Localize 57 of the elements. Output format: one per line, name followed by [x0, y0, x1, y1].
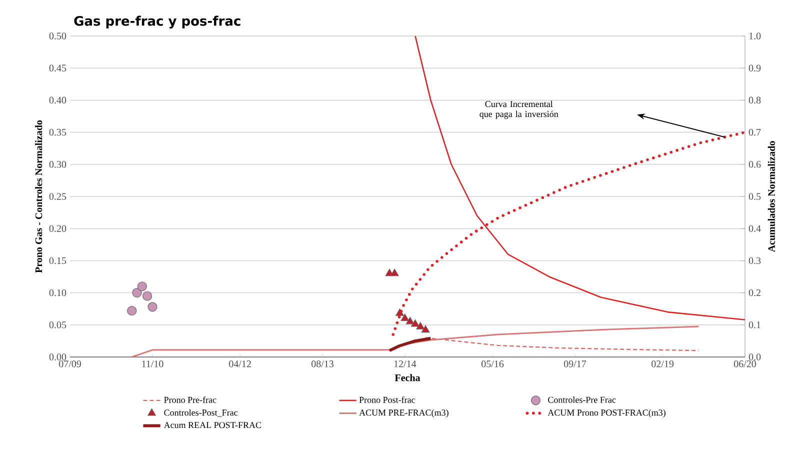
point: [416, 322, 425, 330]
x-tick-label: 06/20: [734, 360, 756, 368]
y-tick-label: 0.40: [49, 96, 66, 104]
legend-label: Controles-Post_Frac: [164, 409, 238, 417]
y-tick-label: 0.05: [49, 321, 66, 328]
legend-label: ACUM Prono POST-FRAC(m3): [548, 409, 666, 418]
x-tick-label: 04/12: [229, 360, 251, 368]
point: [132, 288, 142, 298]
x-axis-title: Fecha: [394, 374, 420, 382]
x-tick-label: 11/10: [142, 360, 164, 368]
point: [411, 319, 420, 327]
x-tick-label: 02/19: [652, 360, 674, 368]
y-tick-label: 0.35: [49, 128, 66, 136]
y-tick-label: 0.15: [49, 257, 66, 264]
legend-label: Controles-Pre Frac: [548, 396, 616, 403]
x-tick-label: 08/13: [311, 360, 334, 368]
x-tick-label: 09/17: [564, 360, 586, 368]
x-tick-label: 07/09: [59, 360, 81, 368]
legend-label: Prono Post-frac: [359, 396, 416, 403]
y2-tick-label: 0.8: [748, 96, 761, 104]
y-tick-label: 0.25: [49, 193, 66, 200]
point: [137, 282, 147, 292]
legend-label: Acum REAL POST-FRAC: [164, 422, 261, 428]
annotation: Curva Incremental que paga la inversión: [480, 100, 558, 119]
point: [406, 316, 414, 324]
y2-tick-label: 0.2: [748, 289, 760, 296]
y2-tick-label: 0.3: [748, 257, 761, 264]
y2-tick-label: 1.0: [749, 32, 761, 40]
point: [142, 291, 152, 301]
legend-label: Prono Pre-frac: [164, 396, 216, 403]
point: [400, 314, 410, 322]
y-tick-label: 0.30: [49, 160, 66, 168]
line-series: [424, 337, 700, 352]
y2-tick-label: 0.7: [748, 128, 761, 136]
y2-tick-label: 0.1: [748, 321, 760, 328]
y2-axis-title: Acumulados Normalizado: [768, 141, 775, 252]
chart-title: Gas pre-frac y pos-frac: [74, 16, 240, 28]
line-series: [131, 326, 700, 358]
y-tick-label: 0.10: [49, 289, 66, 296]
y2-tick-label: 0.0: [748, 354, 761, 360]
y2-tick-label: 0.9: [748, 64, 761, 72]
point: [390, 268, 399, 276]
y-axis-title: Prono Gas - Controles Normalizado: [35, 120, 42, 273]
y-tick-label: 0.45: [49, 64, 66, 72]
y2-tick-label: 0.5: [748, 193, 761, 200]
point: [421, 325, 430, 333]
point: [127, 306, 137, 316]
y-tick-label: 0.20: [49, 225, 66, 232]
line-series: [388, 336, 432, 352]
y-tick-label: 0.50: [49, 32, 66, 40]
x-tick-label: 12/14: [394, 360, 416, 368]
y-tick-label: 0.00: [49, 354, 66, 360]
legend-label: ACUM PRE-FRAC(m3): [359, 409, 448, 418]
x-tick-label: 05/16: [482, 360, 504, 368]
point: [148, 302, 158, 312]
y2-tick-label: 0.4: [748, 225, 761, 232]
y2-tick-label: 0.6: [748, 160, 761, 168]
